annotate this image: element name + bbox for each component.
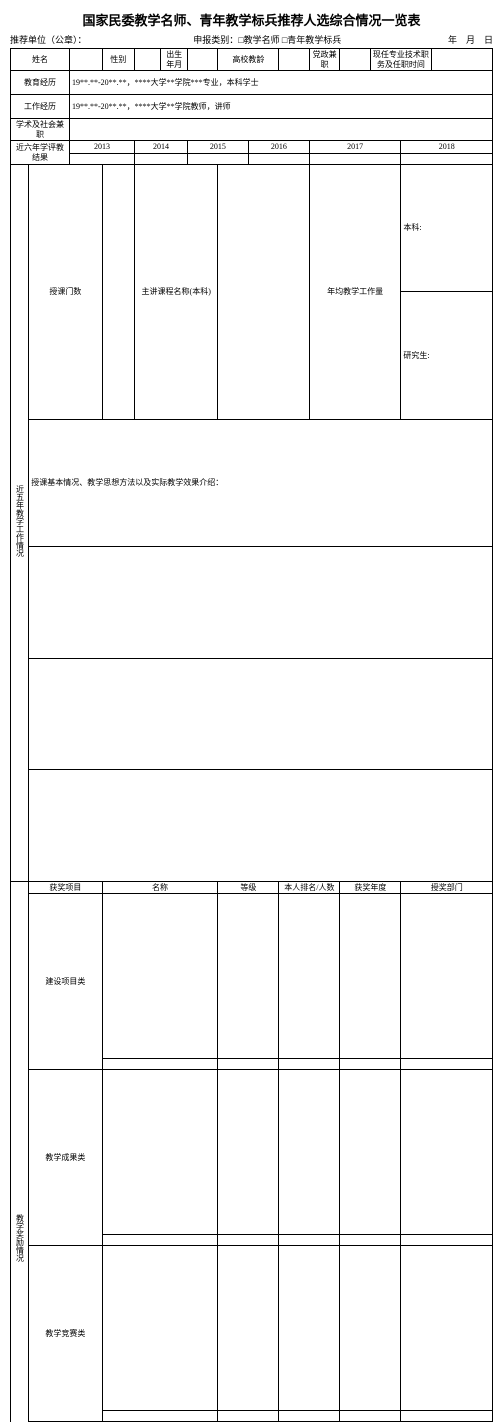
cell[interactable] bbox=[340, 894, 401, 1059]
form-title: 国家民委教学名师、青年教学标兵推荐人选综合情况一览表 bbox=[10, 10, 493, 29]
current-val[interactable] bbox=[431, 49, 492, 71]
cell[interactable] bbox=[102, 1246, 218, 1411]
award-side-label: 教学奖励情况 bbox=[11, 881, 29, 1422]
result-label: 教学成果类 bbox=[29, 1070, 102, 1246]
award-rank-label: 本人排名/人数 bbox=[279, 881, 340, 894]
year-2013: 2013 bbox=[69, 141, 134, 154]
party-val[interactable] bbox=[340, 49, 371, 71]
name-val[interactable] bbox=[69, 49, 102, 71]
main-course-val[interactable] bbox=[218, 164, 310, 419]
cell[interactable] bbox=[218, 1246, 279, 1411]
cell[interactable] bbox=[218, 1235, 279, 1246]
title-post-val[interactable] bbox=[279, 49, 310, 71]
teach-basic-row2[interactable] bbox=[29, 658, 493, 769]
edu-exp-label: 教育经历 bbox=[11, 71, 70, 95]
grad-label: 研究生: bbox=[401, 292, 493, 419]
six-year-label: 近六年学评教结果 bbox=[11, 141, 70, 165]
cell[interactable] bbox=[340, 1246, 401, 1411]
award-level-label: 等级 bbox=[218, 881, 279, 894]
y18-val[interactable] bbox=[401, 153, 493, 164]
teach-basic-row3[interactable] bbox=[29, 770, 493, 881]
cell[interactable] bbox=[279, 1070, 340, 1235]
year-2016: 2016 bbox=[248, 141, 309, 154]
cell[interactable] bbox=[401, 1235, 493, 1246]
avg-work-label: 年均教学工作量 bbox=[309, 164, 401, 419]
build-label: 建设项目类 bbox=[29, 894, 102, 1070]
party-label: 党政兼职 bbox=[309, 49, 340, 71]
main-course-label: 主讲课程名称(本科) bbox=[135, 164, 218, 419]
cell[interactable] bbox=[340, 1070, 401, 1235]
compete-label: 教学竞赛类 bbox=[29, 1246, 102, 1422]
title-post-label: 高校教龄 bbox=[218, 49, 279, 71]
cell[interactable] bbox=[279, 894, 340, 1059]
cell[interactable] bbox=[401, 894, 493, 1059]
cell[interactable] bbox=[340, 1235, 401, 1246]
award-dept-label: 授奖部门 bbox=[401, 881, 493, 894]
edu-exp-val[interactable]: 19**.**-20**.**，****大学**学院***专业，本科学士 bbox=[69, 71, 492, 95]
y13-val[interactable] bbox=[69, 153, 134, 164]
cell[interactable] bbox=[102, 1411, 218, 1422]
course-cnt-val[interactable] bbox=[102, 164, 135, 419]
birth-label: 出生年月 bbox=[161, 49, 187, 71]
y16-val[interactable] bbox=[248, 153, 309, 164]
cell[interactable] bbox=[102, 1059, 218, 1070]
cell[interactable] bbox=[340, 1411, 401, 1422]
cell[interactable] bbox=[279, 1235, 340, 1246]
cell[interactable] bbox=[218, 1070, 279, 1235]
unit-label: 推荐单位（公章）： bbox=[10, 33, 87, 46]
teach-basic-label: 授课基本情况、教学思想方法以及实际教学效果介绍： bbox=[29, 419, 493, 546]
cell[interactable] bbox=[401, 1246, 493, 1411]
cell[interactable] bbox=[279, 1411, 340, 1422]
year-2015: 2015 bbox=[187, 141, 248, 154]
acad-soc-val[interactable] bbox=[69, 119, 492, 141]
course-cnt-label: 授课门数 bbox=[29, 164, 102, 419]
award-name-label: 名称 bbox=[102, 881, 218, 894]
cell[interactable] bbox=[279, 1059, 340, 1070]
teach-side-label: 近五年教学工作情况 bbox=[11, 164, 29, 881]
work-exp-label: 工作经历 bbox=[11, 95, 70, 119]
y15-val[interactable] bbox=[187, 153, 248, 164]
cell[interactable] bbox=[401, 1070, 493, 1235]
award-year-label: 获奖年度 bbox=[340, 881, 401, 894]
cell[interactable] bbox=[401, 1059, 493, 1070]
cell[interactable] bbox=[102, 1070, 218, 1235]
work-exp-val[interactable]: 19**.**-20**.**，****大学**学院教师，讲师 bbox=[69, 95, 492, 119]
cell[interactable] bbox=[218, 1059, 279, 1070]
award-item-label: 获奖项目 bbox=[29, 881, 102, 894]
year-2017: 2017 bbox=[309, 141, 401, 154]
year-2018: 2018 bbox=[401, 141, 493, 154]
cell[interactable] bbox=[340, 1059, 401, 1070]
cell[interactable] bbox=[102, 894, 218, 1059]
acad-soc-label: 学术及社会兼职 bbox=[11, 119, 70, 141]
cell[interactable] bbox=[218, 894, 279, 1059]
y17-val[interactable] bbox=[309, 153, 401, 164]
cell[interactable] bbox=[401, 1411, 493, 1422]
gender-label: 性别 bbox=[102, 49, 135, 71]
cell[interactable] bbox=[102, 1235, 218, 1246]
bachelor-label: 本科: bbox=[401, 164, 493, 291]
current-label: 现任专业技术职务及任职时间 bbox=[370, 49, 431, 71]
date-label: 年 月 日 bbox=[448, 33, 493, 46]
cell[interactable] bbox=[218, 1411, 279, 1422]
y14-val[interactable] bbox=[135, 153, 188, 164]
name-label: 姓名 bbox=[11, 49, 70, 71]
gender-val[interactable] bbox=[135, 49, 161, 71]
main-form-table: 姓名 性别 出生年月 高校教龄 党政兼职 现任专业技术职务及任职时间 教育经历 … bbox=[10, 48, 493, 1422]
teach-basic-row1[interactable] bbox=[29, 547, 493, 658]
birth-val[interactable] bbox=[187, 49, 218, 71]
cell[interactable] bbox=[279, 1246, 340, 1411]
header-line: 推荐单位（公章）： 申报类别：□教学名师 □青年教学标兵 年 月 日 bbox=[10, 33, 493, 46]
year-2014: 2014 bbox=[135, 141, 188, 154]
category-label: 申报类别：□教学名师 □青年教学标兵 bbox=[193, 33, 341, 46]
